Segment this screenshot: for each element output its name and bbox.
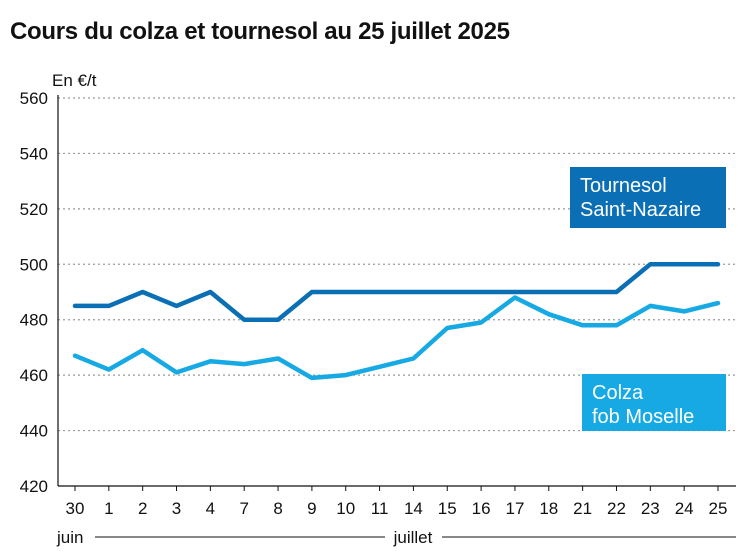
month-labels: juin juillet (56, 528, 736, 547)
x-tick-labels: 30 1 2 3 4 7 8 9 10 11 14 15 16 17 18 21 22 23 24 25 (66, 486, 728, 518)
x-tick-label-18: 18 (539, 499, 558, 518)
series-line-tournesol (72, 262, 721, 322)
legend-box-tournesol (570, 167, 726, 228)
y-tick-label-420: 420 (20, 477, 48, 496)
axes: En €/t (52, 71, 736, 487)
legend-box-colza (582, 374, 726, 431)
x-tick-label-23: 23 (641, 499, 660, 518)
y-tick-label-440: 440 (20, 422, 48, 441)
x-tick-label-24: 24 (675, 499, 694, 518)
x-tick-label-1: 1 (104, 499, 113, 518)
x-tick-label-17: 17 (505, 499, 524, 518)
chart-title: Cours du colza et tournesol au 25 juille… (10, 18, 510, 45)
series-lines (72, 262, 721, 381)
x-tick-label-4: 4 (206, 499, 215, 518)
y-tick-label-560: 560 (20, 89, 48, 108)
month-label-juin: juin (56, 528, 83, 547)
legend-label-colza-2: fob Moselle (592, 406, 694, 428)
legend-label-tournesol-2: Saint-Nazaire (580, 199, 701, 221)
x-tick-label-8: 8 (273, 499, 282, 518)
month-label-juillet: juillet (393, 528, 433, 547)
y-tick-label-540: 540 (20, 144, 48, 163)
x-tick-label-9: 9 (307, 499, 316, 518)
x-tick-label-21: 21 (573, 499, 592, 518)
y-tick-label-500: 500 (20, 255, 48, 274)
y-axis-unit-label: En €/t (52, 71, 97, 90)
legend-label-tournesol-1: Tournesol (580, 175, 667, 197)
x-tick-label-30: 30 (66, 499, 85, 518)
x-tick-label-25: 25 (709, 499, 728, 518)
x-tick-label-22: 22 (607, 499, 626, 518)
x-tick-label-2: 2 (138, 499, 147, 518)
x-tick-label-11: 11 (371, 499, 389, 518)
x-tick-label-16: 16 (472, 499, 491, 518)
x-tick-label-10: 10 (336, 499, 355, 518)
series-line-colza (72, 295, 721, 381)
x-tick-label-15: 15 (438, 499, 457, 518)
legend-label-colza-1: Colza (592, 382, 644, 404)
x-tick-label-7: 7 (239, 499, 248, 518)
y-tick-labels: 420 440 460 480 500 520 540 560 (20, 89, 48, 496)
y-tick-label-480: 480 (20, 311, 48, 330)
x-tick-label-14: 14 (404, 499, 423, 518)
x-tick-label-3: 3 (172, 499, 181, 518)
y-tick-label-460: 460 (20, 366, 48, 385)
y-tick-label-520: 520 (20, 200, 48, 219)
